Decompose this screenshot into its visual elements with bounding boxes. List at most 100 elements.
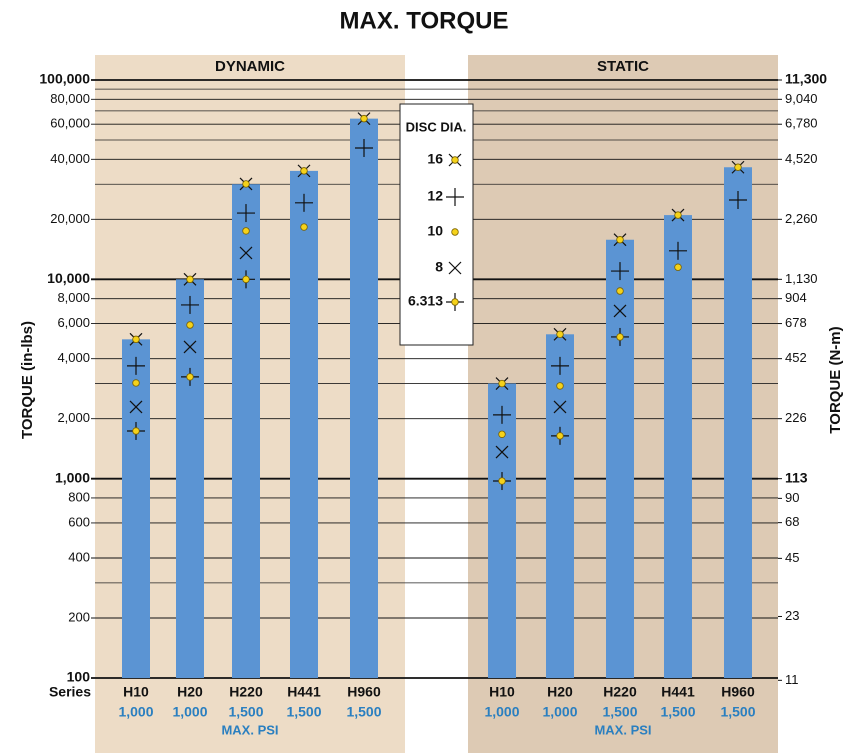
- y-tick-label: 1,000: [55, 469, 90, 485]
- x-tick-label: H220: [229, 684, 263, 700]
- pressure-label: 1,500: [228, 704, 263, 720]
- marker-plus-dot: [237, 270, 255, 289]
- y2-tick-label: 113: [785, 469, 808, 485]
- marker-dot: [451, 156, 459, 164]
- marker-dot: [556, 330, 564, 338]
- marker-dot: [242, 227, 250, 235]
- marker-x-dot: [495, 377, 509, 390]
- marker-dot: [242, 275, 250, 284]
- category-label: Series: [49, 684, 91, 700]
- y2-tick-label: 4,520: [785, 151, 818, 166]
- marker-dot: [242, 227, 250, 235]
- y-tick-label: 2,000: [57, 410, 90, 425]
- y2-tick-label: 9,040: [785, 91, 818, 106]
- pressure-label: 1,000: [172, 704, 207, 720]
- bar: [664, 215, 692, 678]
- marker-dot: [186, 275, 194, 284]
- marker-dot: [300, 167, 308, 175]
- y2-axis-label: TORQUE (N-m): [827, 326, 844, 433]
- x-tick-label: H10: [123, 684, 149, 700]
- y2-tick-label: 68: [785, 514, 799, 529]
- x-tick-label: H220: [603, 684, 637, 700]
- pressure-label: 1,500: [720, 704, 755, 720]
- marker-dot: [360, 114, 368, 123]
- marker-x-dot: [448, 153, 462, 167]
- marker-dot: [451, 228, 459, 236]
- y2-tick-label: 452: [785, 350, 807, 365]
- marker-plus: [446, 188, 464, 206]
- marker-x-dot: [553, 327, 567, 341]
- marker-plus-dot: [446, 293, 464, 311]
- marker-x: [239, 246, 253, 260]
- y2-tick-label: 90: [785, 490, 799, 505]
- marker-stroke: [129, 400, 143, 414]
- panel-title: STATIC: [597, 58, 649, 75]
- marker-dot: [734, 163, 742, 171]
- bar: [724, 167, 752, 678]
- y-tick-label: 80,000: [50, 91, 90, 106]
- marker-x: [183, 340, 197, 354]
- marker-dot: [451, 298, 459, 306]
- marker-stroke: [448, 261, 462, 275]
- y2-tick-label: 678: [785, 315, 807, 330]
- marker-dot: [132, 427, 140, 435]
- x-tick-label: H960: [721, 684, 755, 700]
- bar: [290, 170, 318, 678]
- bar: [488, 383, 516, 678]
- marker-x-dot: [183, 272, 197, 286]
- y-tick-label: 400: [68, 549, 90, 564]
- bar: [606, 239, 634, 678]
- pressure-label: 1,500: [660, 704, 695, 720]
- marker-x: [129, 400, 143, 414]
- marker-dot: [674, 211, 682, 219]
- y-tick-label: 6,000: [57, 315, 90, 330]
- pressure-label: 1,500: [346, 704, 381, 720]
- x-tick-label: H441: [287, 684, 321, 700]
- legend-label: 12: [427, 188, 443, 204]
- marker-plus: [355, 138, 373, 157]
- x-tick-label: H10: [489, 684, 515, 700]
- marker-stroke: [553, 400, 567, 414]
- marker-dot: [498, 430, 506, 438]
- marker-x: [553, 400, 567, 414]
- pressure-title: MAX. PSI: [594, 722, 651, 737]
- y-tick-label: 600: [68, 514, 90, 529]
- pressure-label: 1,000: [118, 704, 153, 720]
- pressure-label: 1,000: [542, 704, 577, 720]
- pressure-label: 1,500: [286, 704, 321, 720]
- y2-tick-label: 2,260: [785, 211, 818, 226]
- marker-dot: [498, 477, 506, 485]
- y-axis-label: TORQUE (in-lbs): [19, 321, 36, 439]
- y-tick-label: 20,000: [50, 211, 90, 226]
- bar: [350, 118, 378, 679]
- marker-dot: [616, 287, 624, 295]
- marker-dot: [186, 321, 194, 329]
- legend-title: DISC DIA.: [406, 119, 467, 134]
- y-tick-label: 10,000: [47, 270, 90, 286]
- y2-tick-label: 23: [785, 608, 799, 623]
- marker-dot: [300, 223, 308, 231]
- y2-tick-label: 226: [785, 410, 807, 425]
- marker-dot: [498, 430, 506, 438]
- marker-x-dot: [129, 332, 143, 346]
- y-tick-label: 800: [68, 489, 90, 504]
- marker-dot: [300, 223, 308, 231]
- marker-plus: [127, 356, 145, 375]
- marker-dot: [132, 379, 140, 387]
- y2-tick-label: 11,300: [785, 71, 827, 87]
- marker-plus-dot: [181, 367, 199, 386]
- marker-dot: [132, 335, 140, 344]
- bar: [232, 184, 260, 678]
- marker-dot: [556, 382, 564, 390]
- marker-plus-dot: [611, 327, 629, 346]
- marker-dot: [616, 287, 624, 295]
- marker-x: [613, 304, 627, 318]
- marker-dot: [186, 321, 194, 329]
- marker-stroke: [183, 340, 197, 354]
- marker-plus-dot: [551, 426, 569, 445]
- x-tick-label: H20: [547, 684, 573, 700]
- y2-tick-label: 45: [785, 550, 799, 565]
- x-tick-label: H960: [347, 684, 381, 700]
- marker-plus-dot: [493, 472, 511, 491]
